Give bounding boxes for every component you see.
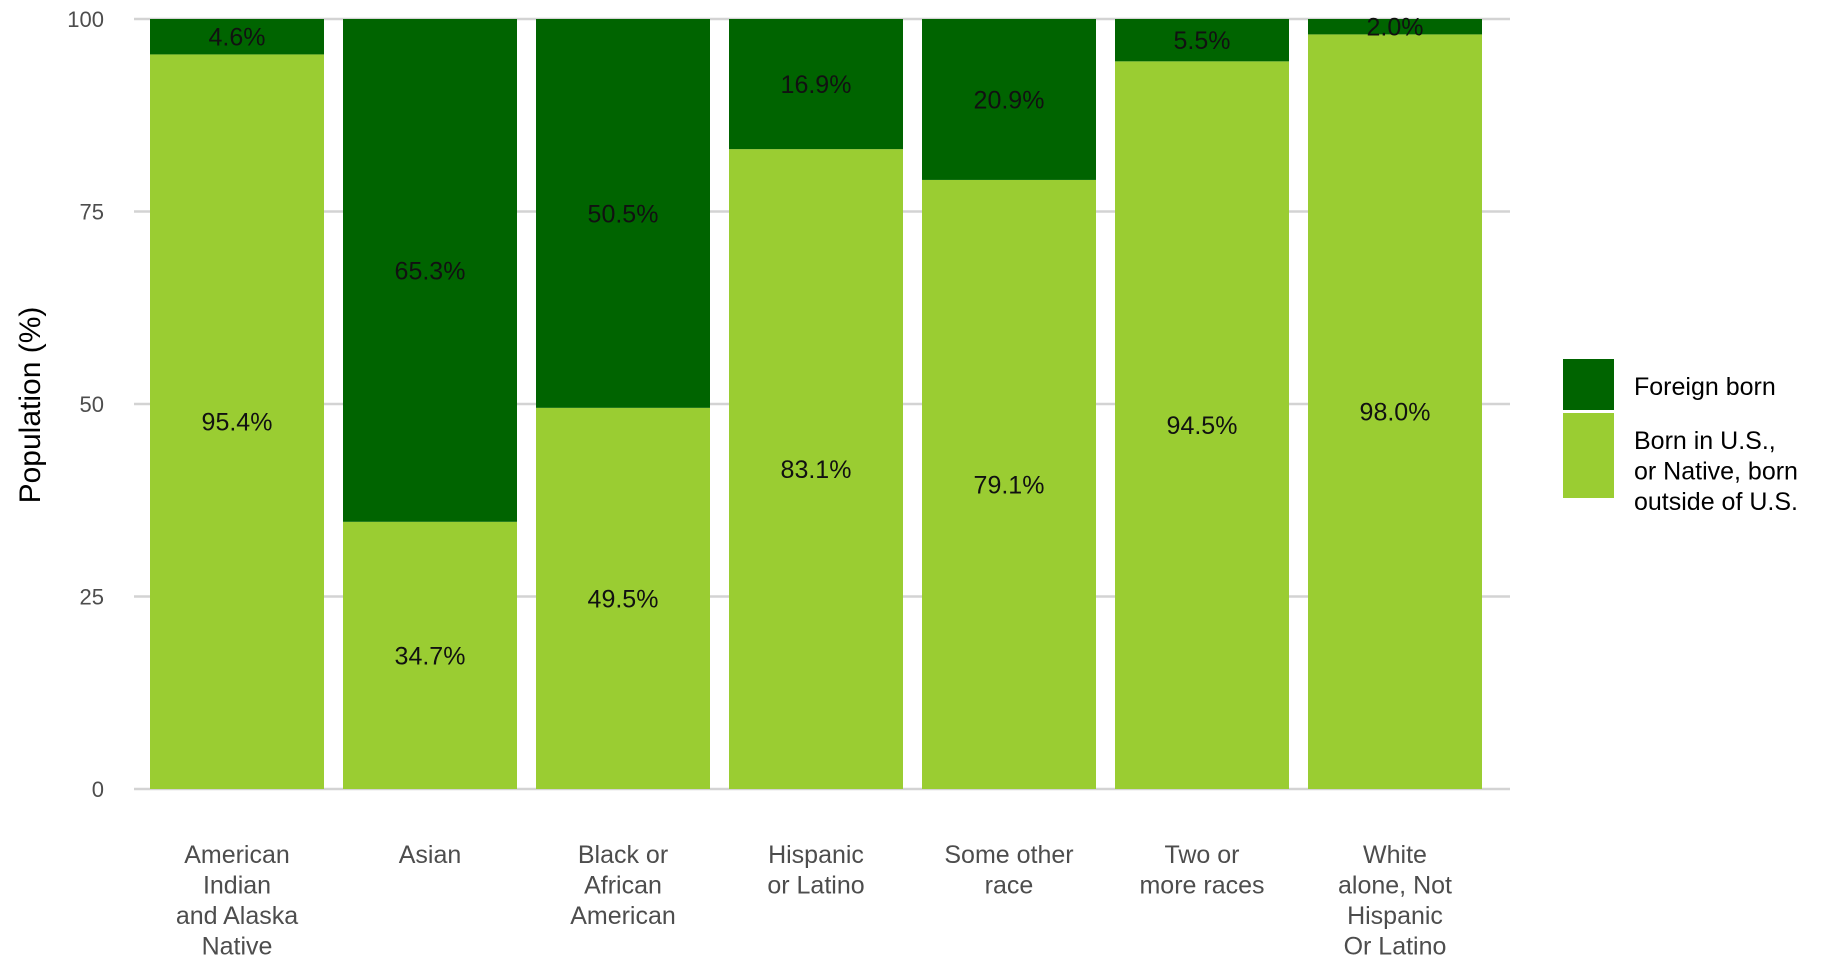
bars — [150, 19, 1482, 790]
x-category-label-line: African — [584, 872, 662, 900]
x-category-label-line: more races — [1139, 872, 1264, 900]
x-category-label-line: Hispanic — [768, 841, 864, 869]
bar-segment — [536, 19, 710, 408]
bar-segment — [729, 19, 903, 150]
data-label: 83.1% — [781, 456, 852, 484]
data-label: 98.0% — [1360, 399, 1431, 427]
x-category-label: Asian — [399, 841, 462, 869]
x-category-label-line: American — [184, 841, 290, 869]
data-label: 20.9% — [974, 86, 1045, 114]
data-label: 65.3% — [395, 257, 466, 285]
bar-segment — [922, 179, 1096, 789]
x-category-label: American Indian and Alaska Native — [176, 841, 298, 957]
x-category-label-line: Some other — [944, 841, 1073, 869]
x-category-label: Black or African American — [570, 841, 676, 930]
legend-label-line: Foreign born — [1634, 373, 1776, 401]
y-tick-label: 25 — [80, 585, 104, 610]
bar-segment — [1308, 19, 1482, 35]
data-label: 5.5% — [1174, 27, 1231, 55]
data-label: 2.0% — [1367, 14, 1424, 42]
x-category-label-line: Asian — [399, 841, 462, 869]
x-category-label-line: Hispanic — [1347, 902, 1443, 930]
x-category-label-line: or Latino — [767, 872, 864, 900]
x-category-label-line: American — [570, 902, 676, 930]
bar-segment — [729, 149, 903, 789]
legend-key — [1563, 413, 1614, 498]
bar-segment — [1115, 61, 1289, 790]
bar-segment — [922, 19, 1096, 180]
y-tick-label: 75 — [80, 200, 104, 225]
bar-segment — [1115, 19, 1289, 62]
x-category-label: Some other race — [944, 841, 1073, 900]
data-label: 94.5% — [1167, 412, 1238, 440]
y-tick-label: 100 — [67, 7, 104, 32]
legend-label-line: Born in U.S., — [1634, 427, 1776, 455]
x-category-label-line: Two or — [1164, 841, 1239, 869]
legend-key — [1563, 359, 1614, 410]
legend-label-line: or Native, born — [1634, 458, 1798, 486]
y-axis-ticks: 0 25 50 75 100 — [67, 7, 104, 802]
data-label: 79.1% — [974, 471, 1045, 499]
bar-segment — [150, 19, 324, 55]
bar-segment — [536, 407, 710, 789]
legend: Foreign born Born in U.S., or Native, born… — [1563, 359, 1798, 516]
bar-segment — [343, 19, 517, 522]
y-tick-label: 50 — [80, 392, 104, 417]
x-category-label-line: alone, Not — [1338, 872, 1452, 900]
x-category-label-line: and Alaska — [176, 902, 298, 930]
x-category-label-line: race — [985, 872, 1034, 900]
legend-label-line: outside of U.S. — [1634, 488, 1798, 516]
y-tick-label: 0 — [92, 777, 104, 802]
x-category-label: Two or more races — [1139, 841, 1264, 900]
x-axis-categories: American Indian and Alaska Native Asian Black… — [176, 841, 1452, 957]
x-category-label-line: Native — [202, 933, 273, 957]
data-label: 4.6% — [209, 24, 266, 52]
data-label: 95.4% — [202, 409, 273, 437]
data-label: 16.9% — [781, 71, 852, 99]
data-labels: 95.4% 4.6% 34.7% 65.3% 49.5% 50.5% 83.1% 16.9% 7… — [202, 14, 1431, 671]
bar-segment — [1308, 34, 1482, 789]
data-label: 34.7% — [395, 642, 466, 670]
x-category-label-line: Black or — [578, 841, 668, 869]
x-category-label-line: Indian — [203, 872, 271, 900]
bar-segment — [150, 54, 324, 790]
bar-segment — [343, 521, 517, 789]
x-category-label: White alone, Not Hispanic Or Latino — [1338, 841, 1452, 957]
data-label: 49.5% — [588, 585, 659, 613]
y-axis-label: Population (%) — [14, 307, 47, 504]
legend-label: Born in U.S., or Native, born outside of U… — [1634, 427, 1798, 516]
x-category-label: Hispanic or Latino — [767, 841, 864, 900]
data-label: 50.5% — [588, 200, 659, 228]
legend-label: Foreign born — [1634, 373, 1776, 401]
x-category-label-line: White — [1363, 841, 1427, 869]
x-category-label-line: Or Latino — [1344, 933, 1447, 957]
